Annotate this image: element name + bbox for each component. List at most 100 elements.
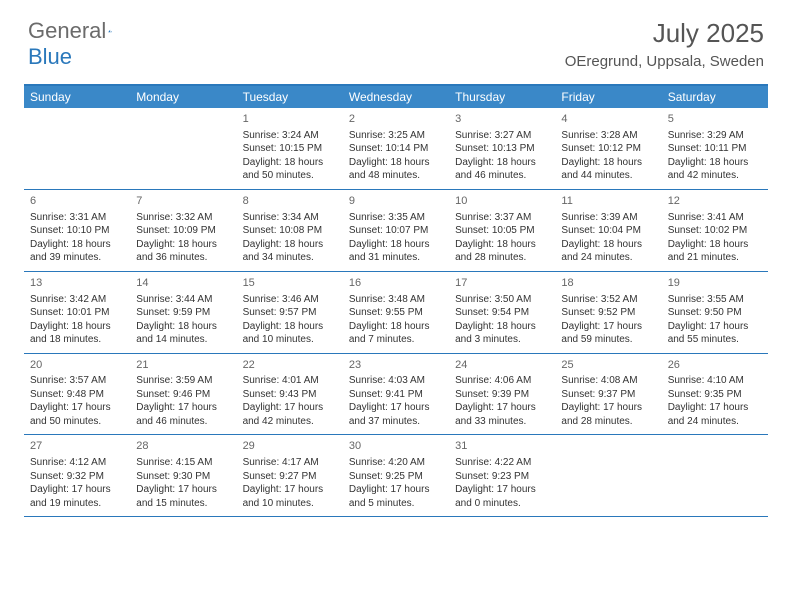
- day-sunset: Sunset: 9:57 PM: [243, 306, 337, 320]
- day-cell: 28Sunrise: 4:15 AMSunset: 9:30 PMDayligh…: [130, 435, 236, 516]
- day-number: 3: [455, 112, 549, 127]
- day-sunrise: Sunrise: 3:34 AM: [243, 211, 337, 225]
- day-cell: 13Sunrise: 3:42 AMSunset: 10:01 PMDaylig…: [24, 272, 130, 353]
- month-title: July 2025: [565, 18, 764, 49]
- day-sunrise: Sunrise: 3:52 AM: [561, 293, 655, 307]
- day-daylight2: and 50 minutes.: [243, 169, 337, 183]
- day-cell-empty: [555, 435, 661, 516]
- day-cell: 4Sunrise: 3:28 AMSunset: 10:12 PMDayligh…: [555, 108, 661, 189]
- day-daylight1: Daylight: 17 hours: [243, 401, 337, 415]
- day-daylight1: Daylight: 17 hours: [136, 401, 230, 415]
- day-cell-empty: [662, 435, 768, 516]
- day-cell: 29Sunrise: 4:17 AMSunset: 9:27 PMDayligh…: [237, 435, 343, 516]
- day-daylight2: and 28 minutes.: [561, 415, 655, 429]
- day-number: 7: [136, 194, 230, 209]
- day-daylight2: and 19 minutes.: [30, 497, 124, 511]
- day-number: 28: [136, 439, 230, 454]
- day-header: Friday: [555, 86, 661, 108]
- week-row: 1Sunrise: 3:24 AMSunset: 10:15 PMDayligh…: [24, 108, 768, 190]
- day-number: 27: [30, 439, 124, 454]
- day-sunset: Sunset: 9:30 PM: [136, 470, 230, 484]
- day-daylight1: Daylight: 17 hours: [668, 320, 762, 334]
- day-daylight2: and 46 minutes.: [136, 415, 230, 429]
- day-sunset: Sunset: 9:50 PM: [668, 306, 762, 320]
- day-daylight2: and 7 minutes.: [349, 333, 443, 347]
- day-number: 1: [243, 112, 337, 127]
- header: General July 2025 OEregrund, Uppsala, Sw…: [0, 0, 792, 76]
- day-sunset: Sunset: 10:14 PM: [349, 142, 443, 156]
- day-sunrise: Sunrise: 3:25 AM: [349, 129, 443, 143]
- day-number: 31: [455, 439, 549, 454]
- day-cell: 11Sunrise: 3:39 AMSunset: 10:04 PMDaylig…: [555, 190, 661, 271]
- day-sunrise: Sunrise: 4:17 AM: [243, 456, 337, 470]
- day-daylight1: Daylight: 18 hours: [455, 156, 549, 170]
- day-sunset: Sunset: 9:23 PM: [455, 470, 549, 484]
- day-header-row: SundayMondayTuesdayWednesdayThursdayFrid…: [24, 86, 768, 108]
- day-cell: 1Sunrise: 3:24 AMSunset: 10:15 PMDayligh…: [237, 108, 343, 189]
- day-daylight2: and 10 minutes.: [243, 333, 337, 347]
- day-header: Thursday: [449, 86, 555, 108]
- day-cell: 16Sunrise: 3:48 AMSunset: 9:55 PMDayligh…: [343, 272, 449, 353]
- day-cell: 27Sunrise: 4:12 AMSunset: 9:32 PMDayligh…: [24, 435, 130, 516]
- day-sunrise: Sunrise: 4:08 AM: [561, 374, 655, 388]
- day-cell: 3Sunrise: 3:27 AMSunset: 10:13 PMDayligh…: [449, 108, 555, 189]
- day-cell: 14Sunrise: 3:44 AMSunset: 9:59 PMDayligh…: [130, 272, 236, 353]
- day-sunrise: Sunrise: 4:01 AM: [243, 374, 337, 388]
- day-sunset: Sunset: 9:25 PM: [349, 470, 443, 484]
- day-daylight1: Daylight: 18 hours: [561, 156, 655, 170]
- day-cell: 7Sunrise: 3:32 AMSunset: 10:09 PMDayligh…: [130, 190, 236, 271]
- day-daylight1: Daylight: 18 hours: [136, 320, 230, 334]
- day-daylight2: and 33 minutes.: [455, 415, 549, 429]
- day-sunrise: Sunrise: 4:22 AM: [455, 456, 549, 470]
- day-daylight1: Daylight: 17 hours: [30, 483, 124, 497]
- day-sunrise: Sunrise: 4:20 AM: [349, 456, 443, 470]
- day-number: 25: [561, 358, 655, 373]
- day-sunrise: Sunrise: 3:57 AM: [30, 374, 124, 388]
- day-daylight2: and 5 minutes.: [349, 497, 443, 511]
- day-daylight2: and 24 minutes.: [561, 251, 655, 265]
- day-cell: 10Sunrise: 3:37 AMSunset: 10:05 PMDaylig…: [449, 190, 555, 271]
- day-sunrise: Sunrise: 3:50 AM: [455, 293, 549, 307]
- day-sunset: Sunset: 10:02 PM: [668, 224, 762, 238]
- day-daylight2: and 50 minutes.: [30, 415, 124, 429]
- day-daylight2: and 15 minutes.: [136, 497, 230, 511]
- day-daylight2: and 28 minutes.: [455, 251, 549, 265]
- day-daylight2: and 39 minutes.: [30, 251, 124, 265]
- day-daylight1: Daylight: 18 hours: [561, 238, 655, 252]
- day-number: 30: [349, 439, 443, 454]
- day-sunrise: Sunrise: 4:06 AM: [455, 374, 549, 388]
- day-cell: 5Sunrise: 3:29 AMSunset: 10:11 PMDayligh…: [662, 108, 768, 189]
- day-sunrise: Sunrise: 3:29 AM: [668, 129, 762, 143]
- day-sunrise: Sunrise: 3:28 AM: [561, 129, 655, 143]
- day-sunrise: Sunrise: 3:24 AM: [243, 129, 337, 143]
- day-daylight2: and 24 minutes.: [668, 415, 762, 429]
- day-sunset: Sunset: 9:52 PM: [561, 306, 655, 320]
- day-sunrise: Sunrise: 3:55 AM: [668, 293, 762, 307]
- day-number: 29: [243, 439, 337, 454]
- day-sunset: Sunset: 10:01 PM: [30, 306, 124, 320]
- day-sunrise: Sunrise: 4:12 AM: [30, 456, 124, 470]
- week-row: 6Sunrise: 3:31 AMSunset: 10:10 PMDayligh…: [24, 190, 768, 272]
- day-daylight1: Daylight: 17 hours: [349, 483, 443, 497]
- day-sunrise: Sunrise: 4:15 AM: [136, 456, 230, 470]
- day-sunset: Sunset: 10:07 PM: [349, 224, 443, 238]
- day-sunrise: Sunrise: 3:44 AM: [136, 293, 230, 307]
- day-number: 5: [668, 112, 762, 127]
- day-cell: 2Sunrise: 3:25 AMSunset: 10:14 PMDayligh…: [343, 108, 449, 189]
- day-daylight1: Daylight: 18 hours: [136, 238, 230, 252]
- day-daylight2: and 46 minutes.: [455, 169, 549, 183]
- day-daylight2: and 42 minutes.: [243, 415, 337, 429]
- day-sunset: Sunset: 10:04 PM: [561, 224, 655, 238]
- day-daylight2: and 48 minutes.: [349, 169, 443, 183]
- day-cell: 26Sunrise: 4:10 AMSunset: 9:35 PMDayligh…: [662, 354, 768, 435]
- day-header: Saturday: [662, 86, 768, 108]
- day-sunset: Sunset: 9:37 PM: [561, 388, 655, 402]
- day-header: Wednesday: [343, 86, 449, 108]
- week-row: 27Sunrise: 4:12 AMSunset: 9:32 PMDayligh…: [24, 435, 768, 517]
- day-sunset: Sunset: 9:59 PM: [136, 306, 230, 320]
- day-sunrise: Sunrise: 3:31 AM: [30, 211, 124, 225]
- day-daylight1: Daylight: 17 hours: [668, 401, 762, 415]
- day-daylight2: and 21 minutes.: [668, 251, 762, 265]
- day-number: 11: [561, 194, 655, 209]
- day-daylight1: Daylight: 18 hours: [349, 156, 443, 170]
